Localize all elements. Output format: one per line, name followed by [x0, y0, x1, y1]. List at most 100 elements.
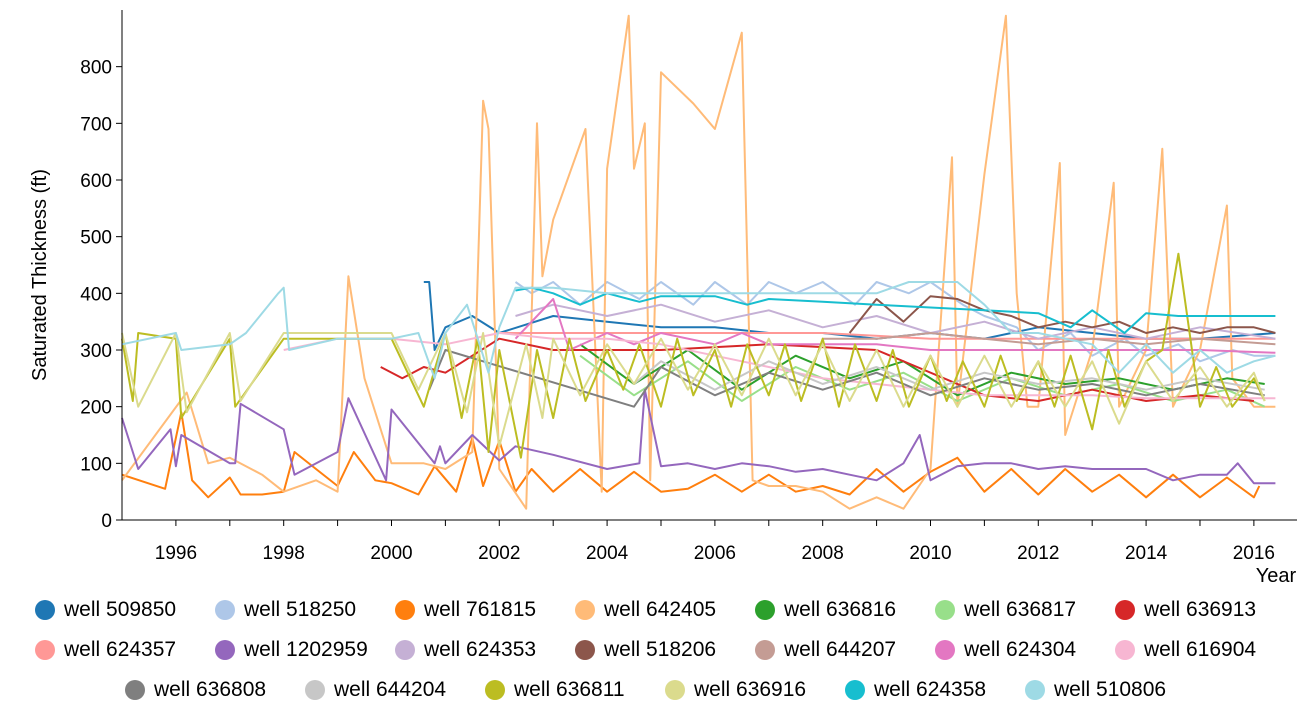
x-tick-label: 2002 [478, 543, 520, 564]
series-line-2 [121, 411, 1261, 499]
y-tick-label: 300 [80, 341, 112, 362]
legend-label: well 624304 [964, 638, 1077, 661]
legend-item: well 624304 [925, 638, 1105, 662]
legend-item: well 636811 [475, 678, 655, 702]
x-tick-label: 2000 [370, 543, 412, 564]
legend-label: well 644207 [784, 638, 897, 661]
legend-item: well 644204 [295, 678, 475, 702]
legend-item: well 509850 [25, 598, 205, 622]
legend-swatch [485, 680, 505, 700]
x-tick-label: 2006 [694, 543, 736, 564]
y-axis-title: Saturated Thickness (ft) [29, 169, 51, 381]
legend-swatch [755, 600, 775, 620]
legend-label: well 518206 [604, 638, 717, 661]
x-tick-label: 2004 [586, 543, 629, 564]
legend-swatch [575, 600, 595, 620]
legend-row: well 624357 well 1202959 well 624353 well 5… [0, 630, 1310, 670]
y-tick-label: 100 [80, 454, 112, 475]
legend-item: well 636913 [1105, 598, 1285, 622]
legend-item: well 510806 [1015, 678, 1195, 702]
legend-row: well 509850 well 518250 well 761815 well 64… [0, 590, 1310, 630]
x-axis-ticks: 1996 1998 2000 2002 2004 2006 2008 2010 2012 2014… [155, 520, 1275, 564]
series-line-11 [822, 332, 1276, 346]
series-line-3 [121, 14, 1276, 510]
series-line-12 [514, 298, 1276, 354]
x-tick-label: 2010 [909, 543, 951, 564]
legend-swatch [665, 680, 685, 700]
legend-swatch [1025, 680, 1045, 700]
series-line-10 [848, 295, 1276, 334]
legend-swatch [215, 640, 235, 660]
series-line-0 [423, 281, 1276, 351]
y-tick-label: 700 [80, 114, 112, 135]
legend-label: well 642405 [604, 598, 717, 621]
legend-label: well 616904 [1144, 638, 1257, 661]
y-tick-label: 800 [80, 58, 112, 79]
y-tick-label: 0 [101, 511, 112, 532]
legend-label: well 1202959 [244, 638, 368, 661]
legend-label: well 518250 [244, 598, 357, 621]
legend-swatch [935, 600, 955, 620]
y-tick-label: 400 [80, 284, 112, 305]
legend-swatch [1115, 600, 1135, 620]
x-tick-label: 1998 [263, 543, 305, 564]
legend-item: well 624357 [25, 638, 205, 662]
legend-row: well 636808 well 644204 well 636811 well 63… [0, 670, 1310, 710]
legend-swatch [935, 640, 955, 660]
legend-swatch [215, 600, 235, 620]
legend-item: well 636808 [115, 678, 295, 702]
legend-label: well 636808 [154, 678, 267, 701]
legend-swatch [1115, 640, 1135, 660]
legend-swatch [35, 600, 55, 620]
series-line-19 [121, 281, 1276, 380]
series-line-13 [283, 332, 1276, 400]
legend-swatch [125, 680, 145, 700]
legend-label: well 636811 [514, 678, 625, 701]
legend-swatch [305, 680, 325, 700]
legend-swatch [845, 680, 865, 700]
legend-item: well 1202959 [205, 638, 385, 662]
legend-label: well 644204 [334, 678, 447, 701]
line-chart: 1996 1998 2000 2002 2004 2006 2008 2010 2012 2014… [29, 10, 1297, 587]
legend-item: well 642405 [565, 598, 745, 622]
legend-label: well 624353 [424, 638, 537, 661]
legend-label: well 509850 [64, 598, 177, 621]
series-line-9 [515, 303, 1276, 340]
legend-item: well 644207 [745, 638, 925, 662]
legend-swatch [755, 640, 775, 660]
legend-item: well 636816 [745, 598, 925, 622]
legend-swatch [575, 640, 595, 660]
series-line-17 [121, 332, 1266, 448]
legend-item: well 518250 [205, 598, 385, 622]
series-line-16 [121, 252, 1266, 459]
legend-label: well 636817 [964, 598, 1077, 621]
legend-swatch [395, 600, 415, 620]
legend-swatch [395, 640, 415, 660]
legend-label: well 636816 [784, 598, 897, 621]
legend-item: well 616904 [1105, 638, 1285, 662]
series-line-14 [428, 349, 1265, 408]
x-axis-title: Year [1256, 565, 1297, 587]
series-line-18 [515, 286, 1276, 334]
y-axis-ticks: 0 100 200 300 400 500 600 700 800 [80, 58, 122, 532]
legend-label: well 510806 [1054, 678, 1167, 701]
series-lines [121, 14, 1276, 510]
legend-item: well 636916 [655, 678, 835, 702]
legend-item: well 636817 [925, 598, 1105, 622]
legend-label: well 636913 [1144, 598, 1257, 621]
legend-item: well 624353 [385, 638, 565, 662]
legend-label: well 624357 [64, 638, 177, 661]
legend-swatch [35, 640, 55, 660]
series-line-8 [121, 388, 1276, 485]
x-tick-label: 2008 [802, 543, 844, 564]
series-line-15 [633, 360, 1265, 391]
y-tick-label: 500 [80, 228, 112, 249]
x-tick-label: 2014 [1125, 543, 1168, 564]
x-tick-label: 2016 [1233, 543, 1275, 564]
x-tick-label: 1996 [155, 543, 197, 564]
y-tick-label: 600 [80, 171, 112, 192]
legend-label: well 761815 [424, 598, 537, 621]
legend-item: well 761815 [385, 598, 565, 622]
chart-legend: well 509850 well 518250 well 761815 well 64… [0, 590, 1310, 710]
legend-item: well 518206 [565, 638, 745, 662]
